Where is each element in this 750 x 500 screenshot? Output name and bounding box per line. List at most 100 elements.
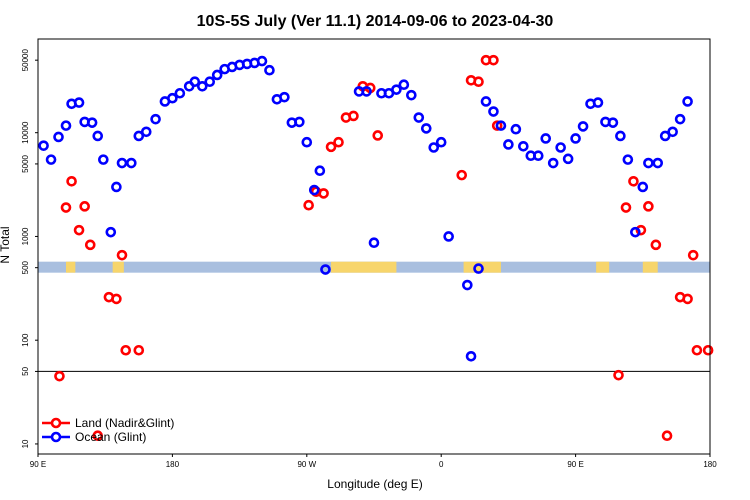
y-tick-label: 1000 [21,227,30,245]
data-point [682,293,693,305]
data-point [456,169,468,181]
y-axis-label: N Total [0,226,12,263]
data-point [53,131,64,143]
chart-title: 10S-5S July (Ver 11.1) 2014-09-06 to 202… [197,13,554,30]
x-tick-label: 180 [166,460,180,469]
data-point [592,97,604,108]
data-point [420,123,432,134]
data-point [120,344,132,356]
data-point [86,117,98,128]
data-point [630,226,641,238]
data-point [320,264,331,275]
data-point [643,157,654,169]
data-point [428,142,440,153]
data-point [562,153,574,165]
data-point [60,202,72,213]
data-point [637,181,649,193]
longitude-map-strip [38,261,710,273]
data-point [570,133,581,144]
data-point [303,199,314,211]
data-point [488,106,499,117]
data-point [60,120,72,131]
data-point [204,76,216,88]
y-tick-label: 50 [21,366,30,375]
data-point [79,201,90,212]
data-point [133,130,145,142]
data-point [98,154,109,165]
data-point [279,91,290,103]
data-point [503,139,514,150]
data-point [702,344,714,356]
x-tick-label: 90 W [297,460,316,469]
data-point [577,121,589,132]
land-segment [331,261,397,273]
x-tick-label: 90 E [567,460,583,469]
data-point [196,81,208,92]
data-point [620,202,632,213]
data-point [256,55,268,67]
data-point [495,120,507,131]
land-segment [642,261,658,273]
data-point [682,96,693,107]
legend-label: Land (Nadir&Glint) [75,416,174,430]
data-point [126,157,137,169]
data-point [66,176,77,187]
data-point [133,344,145,356]
data-point [116,157,128,169]
data-point [473,76,484,88]
data-point [294,116,305,128]
data-point [687,249,699,261]
y-tick-label: 10 [21,439,30,448]
data-point [361,86,372,97]
legend: Land (Nadir&Glint)Ocean (Glint) [42,416,174,444]
data-point [607,117,619,128]
data-point [301,136,313,148]
data-point [105,226,117,238]
data-point [406,89,417,101]
data-point [555,142,566,153]
data-point [264,64,275,76]
data-point [174,87,186,99]
data-point [615,130,626,142]
data-point [465,350,477,362]
land-segment [66,261,76,273]
data-point [473,263,484,274]
legend-swatch-marker [50,431,62,443]
data-point [413,112,425,123]
data-point [54,370,65,382]
data-point [150,113,161,125]
data-point [491,120,503,131]
legend-label: Ocean (Glint) [75,430,146,444]
y-tick-label: 500 [21,260,30,274]
data-point [628,176,639,187]
data-point [318,188,329,199]
data-point [398,79,410,91]
data-point [650,239,662,251]
data-point [84,239,96,251]
data-point [92,430,104,442]
x-axis-label: Longitude (deg E) [327,477,422,491]
legend-swatch-marker [50,417,62,429]
data-point [167,92,178,104]
data-point [691,344,703,356]
y-tick-label: 10000 [21,121,30,144]
data-point [73,97,85,108]
data-point [140,126,152,138]
data-point [189,76,201,88]
data-point [368,237,380,249]
data-point [443,231,454,242]
y-tick-label: 50000 [21,49,30,72]
data-point [308,184,320,196]
data-point [111,181,122,193]
x-tick-label: 0 [439,460,444,469]
x-tick-label: 180 [703,460,717,469]
data-point [325,141,337,153]
data-point [45,154,57,165]
land-segment [596,261,610,273]
data-point [613,369,624,381]
data-point [622,154,634,165]
data-point [211,69,223,81]
data-point [92,130,104,142]
data-point [488,54,499,66]
